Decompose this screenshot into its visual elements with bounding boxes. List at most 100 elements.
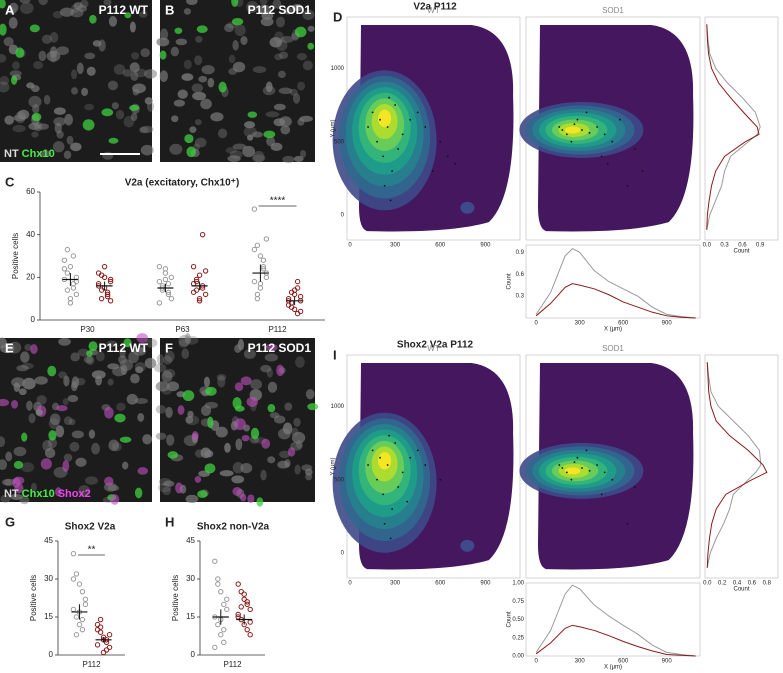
nucleus [232, 462, 244, 474]
cell [397, 148, 400, 150]
x-tick-label: 0 [348, 243, 352, 249]
nucleus [28, 122, 40, 130]
cell-count [251, 206, 258, 212]
nucleus [15, 111, 26, 124]
cell-count [294, 278, 301, 285]
nucleus [158, 478, 171, 486]
cell-count [202, 291, 209, 298]
nucleus [119, 359, 134, 372]
y-tick-label: 45 [44, 536, 53, 545]
nucleus [140, 125, 154, 134]
cell-count [82, 601, 89, 608]
nucleus [113, 64, 126, 75]
cell [596, 126, 599, 128]
cell-count [247, 632, 253, 638]
chx10-cell [0, 0, 6, 9]
nucleus [63, 150, 72, 160]
margin-frame [525, 244, 701, 319]
nucleus [215, 426, 228, 438]
x-tick-label: 0.3 [720, 243, 729, 249]
nucleus [12, 114, 26, 122]
nucleus [130, 112, 138, 122]
y-density [706, 24, 761, 230]
nucleus [33, 61, 44, 70]
nucleus [56, 46, 69, 55]
panel-letter: E [5, 340, 14, 355]
nucleus [275, 16, 286, 28]
y-tick-label: 15 [186, 612, 195, 621]
nucleus [108, 16, 118, 27]
nucleus [153, 363, 167, 373]
nucleus [273, 415, 286, 424]
nucleus [228, 54, 236, 64]
margin-frame [525, 582, 701, 657]
nucleus [10, 493, 23, 500]
cell [573, 461, 576, 463]
cell-count [224, 606, 230, 613]
cell-count [221, 639, 227, 646]
chx10-cell [119, 436, 132, 443]
panel-letter: F [165, 340, 173, 355]
nucleus [307, 25, 315, 32]
panel-title: SOD1 [602, 6, 624, 15]
chart-title: Shox2 non-V2a [197, 522, 270, 533]
cell-count [97, 624, 104, 630]
x-density [535, 584, 696, 657]
nucleus [155, 381, 170, 392]
cell-count [104, 291, 111, 298]
y-tick-label: 0 [341, 213, 345, 219]
cell [626, 522, 629, 525]
chx10-cell [174, 27, 183, 34]
nucleus [19, 0, 31, 4]
panel-letter: G [5, 514, 15, 529]
y-tick-label: 40 [26, 230, 35, 239]
nucleus [63, 375, 70, 387]
nucleus [30, 482, 37, 493]
cell-count [67, 295, 74, 302]
image-label: P112 WT [99, 341, 149, 355]
cell-count [76, 581, 83, 587]
chx10-cell [184, 134, 194, 144]
nucleus [252, 66, 267, 74]
nucleus [20, 2, 34, 15]
chx10-cell [167, 451, 179, 459]
chx10-cell [124, 12, 132, 19]
nucleus [166, 434, 175, 446]
nucleus [227, 155, 241, 163]
nucleus [129, 21, 136, 33]
cell-count [61, 266, 68, 272]
cell [558, 464, 561, 466]
stain-name: NT [4, 148, 19, 160]
stain-name: Chx10 [22, 148, 55, 160]
nucleus [38, 50, 47, 62]
nucleus [144, 69, 158, 79]
cell-count [190, 289, 197, 295]
nucleus [191, 83, 204, 93]
x-tick-label: 0.0 [703, 581, 712, 587]
cell [603, 471, 606, 474]
nucleus [161, 370, 173, 383]
cell-count [251, 278, 258, 285]
nucleus [130, 373, 140, 384]
micrograph [0, 0, 152, 162]
nucleus [164, 350, 175, 363]
cell [409, 456, 412, 459]
nucleus [291, 4, 304, 12]
cell-count [162, 276, 169, 283]
cell-count [218, 632, 224, 638]
nucleus [232, 61, 246, 73]
chart-title: V2a P112 [413, 2, 457, 13]
nucleus [52, 141, 65, 153]
shox2-cell [40, 458, 52, 470]
cell [585, 111, 588, 114]
chx10-cell [101, 108, 114, 117]
cell [416, 449, 419, 452]
cell-count [168, 295, 175, 302]
y-axis-label: Count [507, 611, 513, 627]
nucleus [185, 416, 194, 424]
cell [600, 155, 603, 158]
x-tick-label: 0.6 [748, 581, 757, 587]
nucleus [77, 348, 89, 357]
cell [446, 155, 449, 158]
x-tick-label: 600 [618, 321, 629, 327]
